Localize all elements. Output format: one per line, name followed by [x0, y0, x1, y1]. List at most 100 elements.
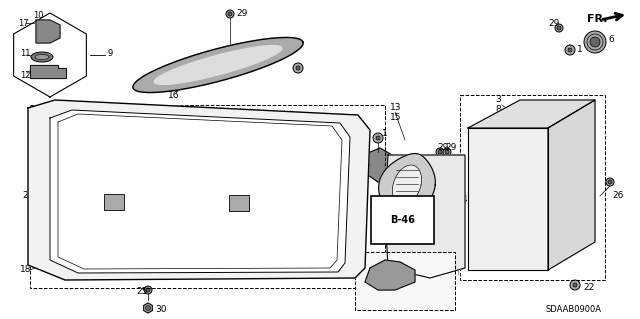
- FancyBboxPatch shape: [104, 194, 124, 210]
- Circle shape: [293, 63, 303, 73]
- Polygon shape: [368, 148, 395, 182]
- FancyBboxPatch shape: [494, 169, 516, 187]
- Polygon shape: [143, 303, 152, 313]
- Text: 29: 29: [445, 144, 456, 152]
- Circle shape: [577, 128, 581, 132]
- FancyArrowPatch shape: [603, 13, 622, 20]
- Text: 4: 4: [462, 196, 468, 204]
- Text: 15: 15: [390, 113, 401, 122]
- Circle shape: [373, 133, 383, 143]
- Polygon shape: [468, 128, 548, 270]
- Circle shape: [46, 27, 54, 35]
- Polygon shape: [50, 110, 350, 273]
- Text: 29: 29: [236, 9, 248, 18]
- Text: 8: 8: [495, 106, 500, 115]
- Circle shape: [551, 126, 559, 134]
- Polygon shape: [154, 46, 282, 85]
- Polygon shape: [85, 175, 168, 234]
- Circle shape: [551, 170, 559, 178]
- Circle shape: [563, 192, 571, 200]
- Circle shape: [296, 66, 300, 70]
- Circle shape: [563, 170, 571, 178]
- Circle shape: [565, 172, 569, 176]
- Polygon shape: [36, 20, 60, 43]
- Text: 13: 13: [390, 103, 401, 113]
- Text: 28: 28: [400, 299, 412, 308]
- Circle shape: [553, 216, 557, 220]
- Text: 20: 20: [175, 132, 186, 142]
- Circle shape: [551, 192, 559, 200]
- Circle shape: [563, 148, 571, 156]
- Text: 7: 7: [450, 168, 456, 177]
- Text: 26: 26: [612, 190, 623, 199]
- Polygon shape: [365, 260, 415, 290]
- Circle shape: [565, 150, 569, 154]
- Circle shape: [565, 194, 569, 198]
- Text: 29: 29: [548, 19, 559, 28]
- Text: 11: 11: [20, 48, 31, 57]
- Circle shape: [575, 126, 583, 134]
- Text: 16: 16: [168, 91, 179, 100]
- Polygon shape: [75, 128, 118, 168]
- Polygon shape: [13, 13, 86, 97]
- Bar: [30, 105, 385, 288]
- Ellipse shape: [31, 52, 53, 62]
- Text: FR.: FR.: [587, 14, 607, 24]
- Text: 17: 17: [18, 19, 29, 27]
- Text: 10: 10: [33, 11, 44, 20]
- Circle shape: [396, 210, 400, 214]
- Circle shape: [563, 214, 571, 222]
- Polygon shape: [385, 155, 465, 278]
- FancyBboxPatch shape: [494, 214, 516, 232]
- Text: 12: 12: [20, 70, 31, 79]
- Circle shape: [573, 283, 577, 287]
- Circle shape: [575, 148, 583, 156]
- Circle shape: [577, 150, 581, 154]
- Circle shape: [314, 174, 322, 182]
- Text: 24: 24: [325, 170, 336, 180]
- Circle shape: [575, 214, 583, 222]
- Circle shape: [228, 12, 232, 16]
- Text: 22: 22: [583, 283, 595, 292]
- Ellipse shape: [35, 55, 49, 60]
- Circle shape: [189, 130, 191, 133]
- Text: 18: 18: [20, 265, 31, 275]
- Circle shape: [565, 45, 575, 55]
- Circle shape: [443, 148, 451, 156]
- Circle shape: [557, 26, 561, 30]
- Circle shape: [608, 180, 612, 184]
- Circle shape: [577, 194, 581, 198]
- Circle shape: [590, 37, 600, 47]
- Circle shape: [186, 128, 194, 136]
- Text: 25: 25: [136, 287, 147, 296]
- Polygon shape: [392, 165, 422, 205]
- Polygon shape: [30, 65, 66, 78]
- Text: 19: 19: [175, 122, 186, 131]
- Circle shape: [145, 306, 150, 310]
- Circle shape: [553, 172, 557, 176]
- Circle shape: [259, 131, 262, 135]
- Circle shape: [395, 209, 401, 215]
- Ellipse shape: [78, 251, 88, 258]
- Polygon shape: [468, 100, 595, 128]
- Text: 30: 30: [155, 305, 166, 314]
- FancyBboxPatch shape: [229, 195, 249, 211]
- Text: 1: 1: [382, 129, 388, 137]
- Circle shape: [146, 288, 150, 292]
- Circle shape: [577, 216, 581, 220]
- Circle shape: [553, 150, 557, 154]
- Circle shape: [565, 216, 569, 220]
- Circle shape: [551, 214, 559, 222]
- Circle shape: [402, 279, 408, 285]
- Polygon shape: [210, 180, 292, 235]
- Bar: [460, 95, 605, 280]
- Text: 3: 3: [495, 95, 500, 105]
- Circle shape: [555, 24, 563, 32]
- Text: 1: 1: [577, 46, 583, 55]
- Text: 5: 5: [358, 158, 364, 167]
- Circle shape: [568, 48, 572, 52]
- Polygon shape: [548, 100, 595, 270]
- Circle shape: [570, 280, 580, 290]
- Text: 21: 21: [22, 190, 33, 199]
- Circle shape: [606, 178, 614, 186]
